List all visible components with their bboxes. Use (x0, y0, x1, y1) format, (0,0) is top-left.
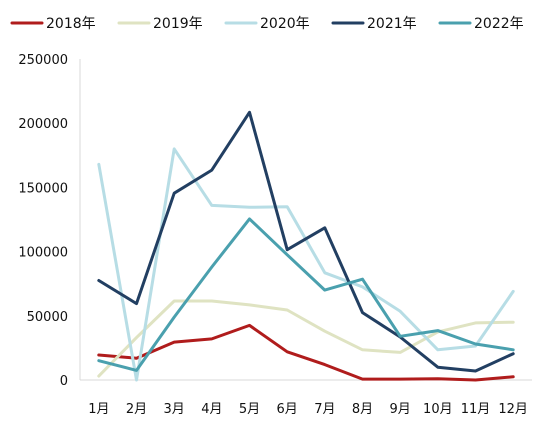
x-tick-label: 12月 (498, 402, 528, 417)
x-tick-label: 1月 (88, 402, 109, 417)
x-tick-label: 4月 (201, 402, 222, 417)
x-tick-label: 11月 (461, 402, 491, 417)
y-tick-label: 100000 (18, 246, 68, 261)
series-group (97, 110, 515, 382)
x-tick-label: 5月 (239, 402, 260, 417)
series-line-5 (97, 217, 515, 372)
x-tick-label: 2月 (126, 402, 147, 417)
y-tick-label: 50000 (27, 310, 68, 325)
legend-label: 2022年 (474, 16, 524, 32)
series-line-1 (97, 323, 515, 382)
series-line-2 (97, 299, 515, 378)
series-line-3 (97, 147, 515, 382)
x-tick-label: 10月 (423, 402, 453, 417)
y-tick-label: 200000 (18, 117, 68, 132)
x-tick-label: 9月 (390, 402, 411, 417)
x-tick-label: 3月 (164, 402, 185, 417)
series-line-4 (97, 110, 515, 373)
legend-label: 2018年 (46, 16, 96, 32)
x-tick-label: 8月 (352, 402, 373, 417)
y-tick-label: 0 (60, 374, 68, 389)
y-axis-ticks: 0 50000 100000 150000 200000 250000 (18, 53, 68, 389)
x-tick-label: 7月 (314, 402, 335, 417)
y-tick-label: 150000 (18, 181, 68, 196)
legend-label: 2020年 (260, 16, 310, 32)
legend: 2018年 2019年 2020年 2021年 2022年 (10, 16, 524, 32)
legend-label: 2019年 (153, 16, 203, 32)
x-tick-label: 6月 (277, 402, 298, 417)
y-tick-label: 250000 (18, 53, 68, 68)
x-axis-ticks: 1月 2月 3月 4月 5月 6月 7月 8月 9月 10月 11月 12月 (88, 402, 528, 417)
legend-label: 2021年 (367, 16, 417, 32)
